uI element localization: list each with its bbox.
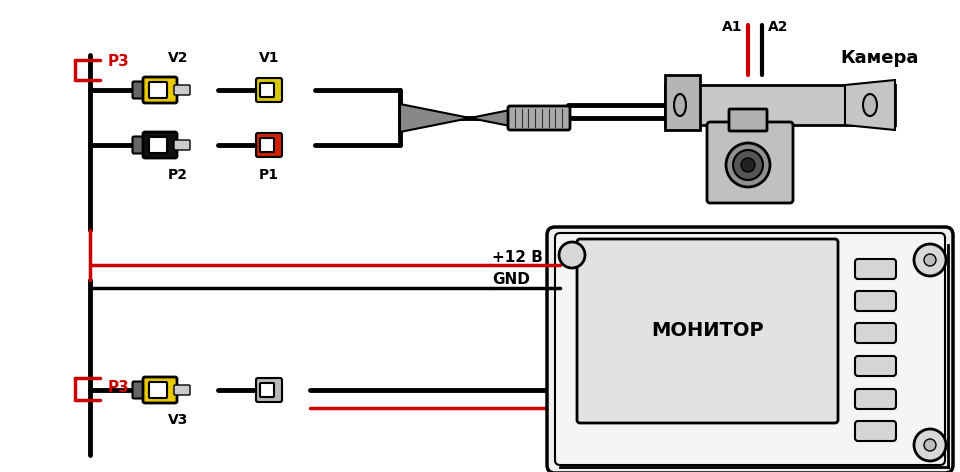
FancyBboxPatch shape	[555, 233, 945, 465]
Circle shape	[924, 439, 936, 451]
FancyBboxPatch shape	[143, 377, 177, 403]
FancyBboxPatch shape	[174, 85, 190, 95]
FancyBboxPatch shape	[132, 381, 147, 398]
Text: P1: P1	[259, 168, 279, 182]
FancyBboxPatch shape	[174, 385, 190, 395]
Circle shape	[559, 242, 585, 268]
FancyBboxPatch shape	[547, 227, 953, 472]
FancyBboxPatch shape	[256, 78, 282, 102]
Polygon shape	[400, 104, 510, 132]
FancyBboxPatch shape	[256, 378, 282, 402]
FancyBboxPatch shape	[256, 133, 282, 157]
FancyBboxPatch shape	[260, 138, 274, 152]
Polygon shape	[665, 85, 895, 125]
Text: V3: V3	[168, 413, 188, 427]
Polygon shape	[665, 75, 700, 130]
FancyBboxPatch shape	[132, 82, 147, 99]
Text: GND: GND	[492, 272, 530, 287]
Text: P2: P2	[168, 168, 188, 182]
FancyBboxPatch shape	[149, 137, 167, 153]
Text: МОНИТОР: МОНИТОР	[652, 320, 764, 339]
FancyBboxPatch shape	[149, 82, 167, 98]
Text: P3: P3	[108, 379, 130, 395]
FancyBboxPatch shape	[855, 389, 896, 409]
FancyBboxPatch shape	[577, 239, 838, 423]
Text: A1: A1	[722, 20, 742, 34]
Text: Камера: Камера	[841, 49, 919, 67]
FancyBboxPatch shape	[729, 109, 767, 131]
Ellipse shape	[674, 94, 686, 116]
Circle shape	[914, 429, 946, 461]
Circle shape	[733, 150, 763, 180]
FancyBboxPatch shape	[855, 291, 896, 311]
Text: V2: V2	[168, 51, 188, 65]
FancyBboxPatch shape	[855, 323, 896, 343]
Circle shape	[914, 244, 946, 276]
FancyBboxPatch shape	[132, 136, 147, 153]
Polygon shape	[845, 80, 895, 130]
FancyBboxPatch shape	[143, 77, 177, 103]
FancyBboxPatch shape	[149, 382, 167, 398]
FancyBboxPatch shape	[855, 421, 896, 441]
Text: V1: V1	[259, 51, 279, 65]
FancyBboxPatch shape	[260, 383, 274, 397]
FancyBboxPatch shape	[855, 259, 896, 279]
FancyBboxPatch shape	[174, 140, 190, 150]
FancyBboxPatch shape	[508, 106, 570, 130]
FancyBboxPatch shape	[855, 356, 896, 376]
Text: P3: P3	[108, 53, 130, 68]
Circle shape	[924, 254, 936, 266]
Text: +12 В: +12 В	[492, 250, 542, 264]
FancyBboxPatch shape	[707, 122, 793, 203]
Circle shape	[726, 143, 770, 187]
FancyBboxPatch shape	[260, 83, 274, 97]
Text: A2: A2	[768, 20, 788, 34]
Ellipse shape	[863, 94, 877, 116]
FancyBboxPatch shape	[143, 132, 177, 158]
Circle shape	[741, 158, 755, 172]
